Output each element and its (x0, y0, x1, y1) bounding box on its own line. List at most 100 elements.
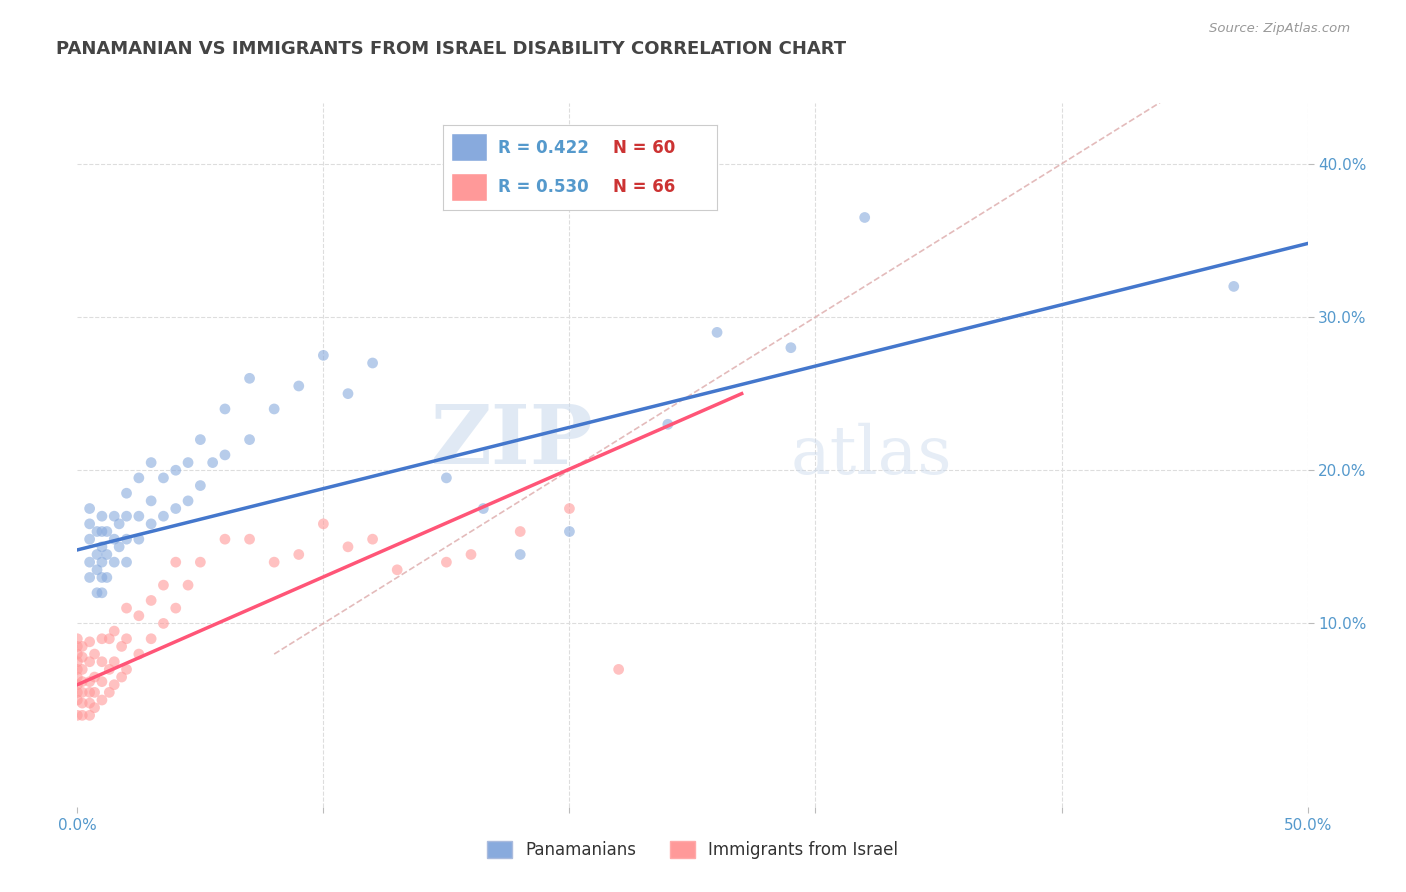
Bar (451, 173, 486, 201)
Point (288, 379, 311, 393)
Point (66, 647, 89, 661)
Point (657, 417, 679, 432)
Point (509, 548, 531, 562)
Point (96, 548, 118, 562)
Point (66, 662, 89, 676)
Point (103, 532, 125, 546)
Point (177, 456, 200, 470)
Point (90, 674, 114, 689)
Point (780, 341, 803, 355)
Point (66, 670, 89, 684)
Bar (451, 134, 486, 161)
Point (70, 708, 93, 723)
Point (214, 401, 236, 416)
Point (79, 696, 101, 710)
Legend: Panamanians, Immigrants from Israel: Panamanians, Immigrants from Israel (481, 834, 904, 866)
Point (263, 555, 285, 569)
Point (90, 693, 114, 707)
Point (115, 662, 138, 676)
Point (66, 640, 89, 654)
Point (66, 655, 89, 669)
Point (165, 555, 187, 569)
Point (141, 632, 163, 646)
Point (79, 501, 101, 516)
Point (141, 456, 163, 470)
Point (66, 678, 89, 692)
Point (361, 532, 384, 546)
Text: R = 0.422: R = 0.422 (498, 139, 589, 157)
Point (103, 509, 125, 524)
Point (103, 624, 125, 639)
Point (165, 501, 187, 516)
Point (115, 486, 138, 500)
Point (115, 532, 138, 546)
Point (90, 632, 114, 646)
Point (83, 685, 105, 699)
Point (152, 471, 174, 485)
Point (66, 708, 89, 723)
Point (70, 674, 93, 689)
Point (79, 674, 101, 689)
Point (165, 463, 187, 477)
Point (79, 635, 101, 649)
Point (263, 401, 285, 416)
Point (558, 501, 581, 516)
Text: PANAMANIAN VS IMMIGRANTS FROM ISRAEL DISABILITY CORRELATION CHART: PANAMANIAN VS IMMIGRANTS FROM ISRAEL DIS… (56, 40, 846, 58)
Point (201, 456, 224, 470)
Point (190, 478, 212, 492)
Point (103, 655, 125, 669)
Point (239, 532, 262, 546)
Point (1223, 279, 1246, 293)
Point (79, 516, 101, 531)
Point (436, 471, 458, 485)
Point (79, 532, 101, 546)
Point (128, 647, 150, 661)
Point (70, 662, 93, 676)
Point (86, 548, 108, 562)
Point (86, 586, 108, 600)
Point (177, 494, 200, 508)
Point (558, 524, 581, 539)
Point (115, 632, 138, 646)
Text: atlas: atlas (792, 422, 952, 488)
Point (128, 471, 150, 485)
Point (111, 670, 132, 684)
Point (387, 563, 409, 577)
Point (152, 578, 174, 592)
Point (98, 662, 121, 676)
Point (83, 670, 105, 684)
Point (361, 356, 384, 370)
Point (79, 555, 101, 569)
Point (115, 555, 138, 569)
Point (115, 601, 138, 615)
Point (141, 516, 163, 531)
Point (239, 371, 262, 385)
Point (79, 708, 101, 723)
Point (70, 696, 93, 710)
Point (509, 524, 531, 539)
Point (90, 570, 114, 584)
Point (460, 548, 482, 562)
Point (90, 509, 114, 524)
Point (66, 693, 89, 707)
Point (108, 516, 131, 531)
Point (214, 448, 236, 462)
Point (115, 509, 138, 524)
Point (177, 578, 200, 592)
Point (79, 655, 101, 669)
Point (190, 555, 212, 569)
Point (98, 632, 121, 646)
Point (96, 524, 118, 539)
Text: ZIP: ZIP (432, 401, 595, 481)
Point (83, 700, 105, 714)
Point (90, 586, 114, 600)
Point (70, 685, 93, 699)
Point (98, 685, 121, 699)
Point (108, 540, 131, 554)
Point (190, 433, 212, 447)
Text: N = 60: N = 60 (613, 139, 675, 157)
Point (607, 662, 630, 676)
Point (90, 540, 114, 554)
Point (70, 640, 93, 654)
Point (165, 601, 187, 615)
